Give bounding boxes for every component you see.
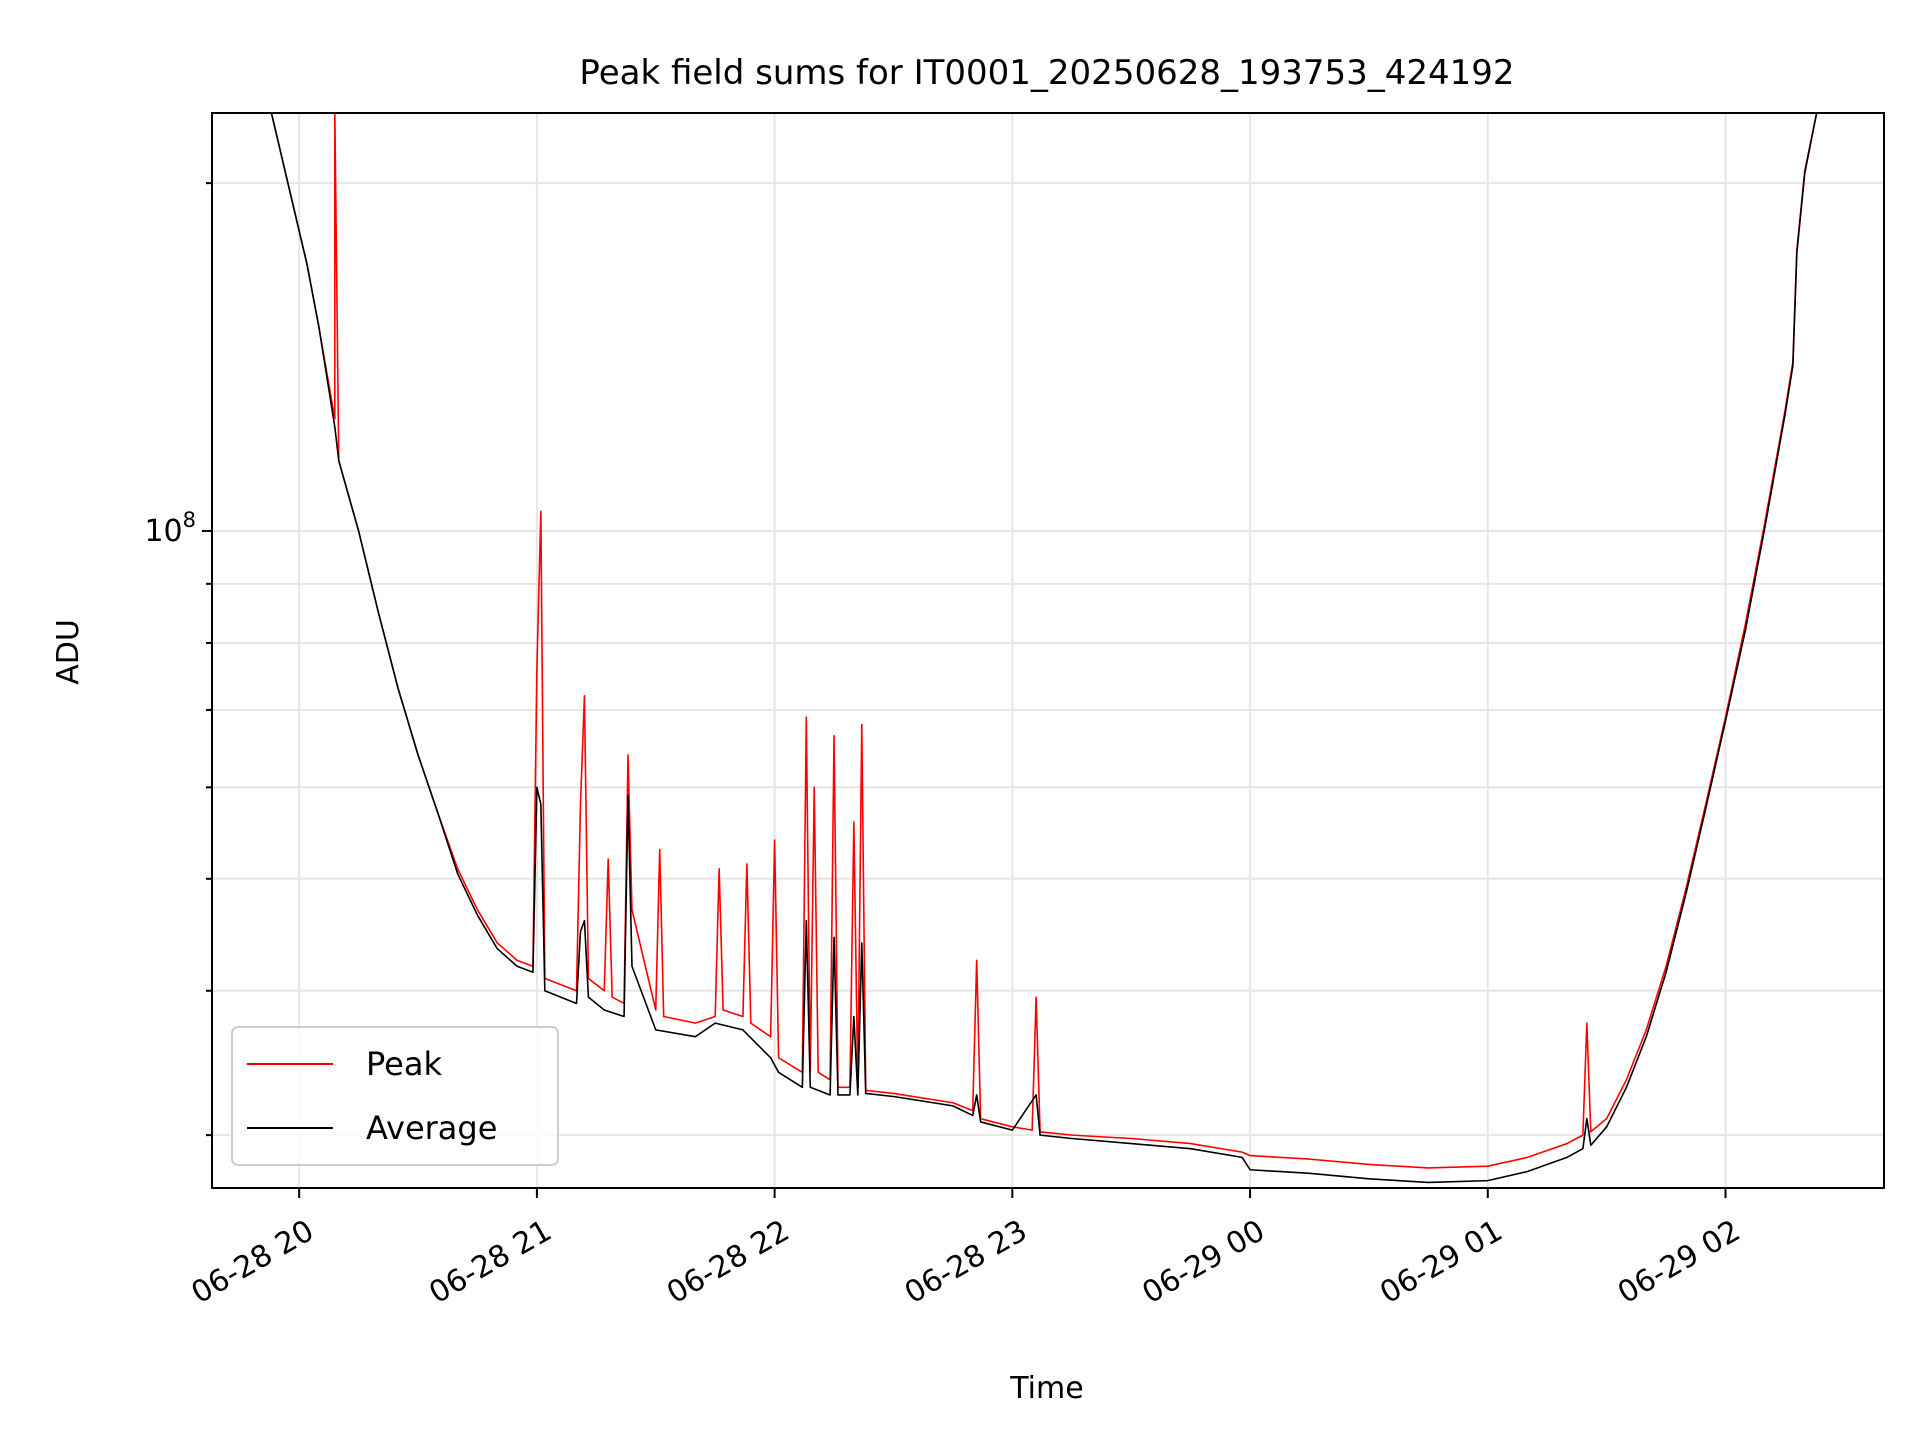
x-axis-label: Time: [1009, 1371, 1083, 1406]
series-line-average: [270, 113, 1818, 1184]
plot-frame: [211, 112, 1885, 1189]
legend: Peak Average: [231, 1026, 559, 1166]
legend-label-peak: Peak: [366, 1045, 442, 1083]
series-layer: [270, 113, 1818, 1184]
legend-label-average: Average: [366, 1109, 497, 1147]
legend-frame: [231, 1026, 559, 1166]
y-tick-label: 108: [144, 508, 196, 549]
chart-title: Peak field sums for IT0001_20250628_1937…: [579, 53, 1514, 93]
y-axis-label: ADU: [51, 619, 86, 685]
